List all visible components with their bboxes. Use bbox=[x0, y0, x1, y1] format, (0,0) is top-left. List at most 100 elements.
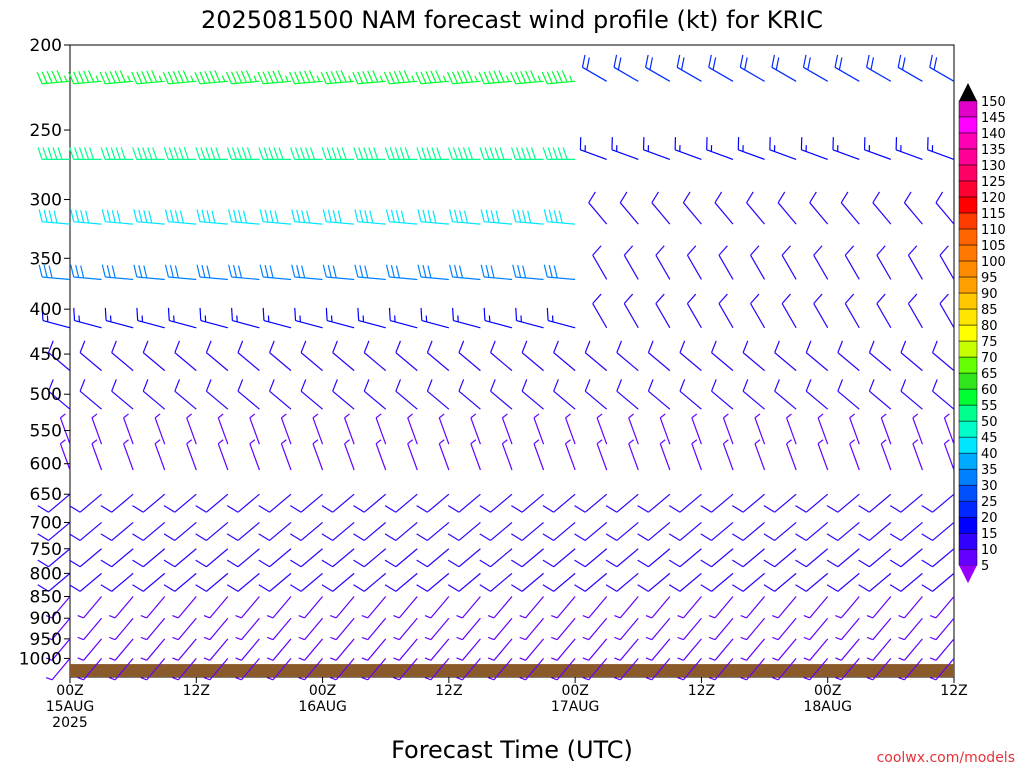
barb-shaft bbox=[521, 572, 544, 592]
barb-flag bbox=[592, 293, 602, 304]
barb-shaft bbox=[655, 254, 671, 280]
barb-shaft bbox=[588, 596, 608, 619]
barb-shaft bbox=[714, 202, 734, 225]
wind-barb bbox=[361, 617, 387, 641]
barb-flag bbox=[236, 147, 242, 160]
barb-flag bbox=[872, 191, 880, 203]
x-tick-label: 12Z bbox=[435, 683, 462, 699]
barb-shaft bbox=[493, 658, 513, 681]
colorbar-label: 65 bbox=[981, 367, 998, 382]
wind-barb bbox=[140, 638, 166, 661]
wind-barb bbox=[322, 264, 355, 281]
barb-half-flag bbox=[645, 657, 653, 661]
barb-flag bbox=[453, 209, 459, 223]
barb-flag bbox=[451, 71, 459, 84]
wind-barb bbox=[164, 209, 197, 225]
barb-shaft bbox=[840, 596, 860, 619]
wind-barb bbox=[510, 70, 544, 85]
barb-flag bbox=[325, 307, 328, 321]
barb-flag bbox=[498, 70, 505, 83]
barb-flag bbox=[362, 71, 369, 84]
wind-barb bbox=[298, 638, 324, 661]
wind-barb bbox=[546, 307, 576, 329]
barb-flag bbox=[246, 147, 252, 160]
barb-shaft bbox=[584, 522, 608, 541]
wind-barb bbox=[682, 191, 702, 225]
barb-shaft bbox=[588, 638, 608, 661]
wind-barb bbox=[385, 264, 418, 281]
barb-flag bbox=[447, 147, 453, 160]
colorbar-label: 60 bbox=[981, 383, 998, 398]
barb-flag bbox=[228, 264, 233, 278]
barb-shaft bbox=[943, 417, 955, 445]
barb-flag bbox=[225, 71, 233, 85]
colorbar-swatch bbox=[958, 292, 978, 310]
barb-flag bbox=[795, 505, 807, 513]
wind-barb bbox=[330, 596, 355, 619]
wind-barb bbox=[907, 245, 923, 280]
wind-barb bbox=[438, 413, 450, 445]
barb-half-flag bbox=[63, 75, 68, 82]
wind-barb bbox=[900, 340, 923, 372]
barb-half-flag bbox=[60, 439, 66, 445]
barb-half-flag bbox=[487, 657, 495, 661]
barb-flag bbox=[132, 505, 144, 513]
colorbar-label: 130 bbox=[981, 159, 1006, 174]
barb-shaft bbox=[679, 572, 702, 592]
barb-shaft bbox=[746, 596, 766, 619]
barb-half-flag bbox=[158, 75, 163, 82]
barb-flag bbox=[541, 71, 548, 85]
wind-barb bbox=[174, 340, 197, 372]
barb-flag bbox=[795, 559, 807, 568]
barb-flag bbox=[337, 210, 342, 224]
barb-flag bbox=[495, 210, 500, 224]
barb-half-flag bbox=[691, 413, 698, 419]
barb-shaft bbox=[556, 617, 576, 641]
barb-flag bbox=[416, 147, 422, 160]
wind-barb bbox=[708, 54, 734, 82]
wind-barb bbox=[781, 293, 797, 329]
barb-flag bbox=[278, 147, 284, 160]
wind-barb bbox=[361, 658, 387, 681]
barb-flag bbox=[84, 147, 90, 160]
wind-barb bbox=[330, 658, 355, 681]
wind-barb bbox=[800, 137, 828, 160]
barb-flag bbox=[169, 209, 174, 223]
wind-barb bbox=[774, 340, 797, 372]
wind-barb bbox=[163, 493, 197, 513]
barb-flag bbox=[526, 147, 532, 160]
barb-shaft bbox=[774, 548, 797, 568]
barb-shaft bbox=[525, 638, 545, 661]
barb-shaft bbox=[903, 658, 923, 681]
barb-shaft bbox=[209, 596, 229, 619]
barb-half-flag bbox=[551, 676, 558, 681]
barb-flag bbox=[649, 57, 654, 70]
wind-barb bbox=[91, 413, 103, 445]
wind-barb bbox=[104, 307, 134, 329]
barb-shaft bbox=[809, 617, 829, 641]
barb-half-flag bbox=[442, 75, 447, 82]
barb-shaft bbox=[521, 548, 544, 568]
barb-flag bbox=[574, 505, 586, 513]
barb-shaft bbox=[900, 572, 923, 592]
barb-flag bbox=[100, 533, 113, 541]
barb-shaft bbox=[746, 202, 766, 225]
barb-flag bbox=[461, 70, 469, 83]
barb-shaft bbox=[619, 202, 639, 225]
barb-flag bbox=[479, 559, 491, 568]
wind-barb bbox=[929, 638, 955, 661]
wind-barb bbox=[774, 379, 797, 410]
colorbar-swatch bbox=[958, 420, 978, 438]
barb-shaft bbox=[280, 443, 292, 471]
wind-barb bbox=[592, 245, 608, 280]
barb-flag bbox=[525, 70, 532, 83]
barb-flag bbox=[574, 533, 586, 541]
barb-flag bbox=[427, 210, 432, 223]
barb-flag bbox=[876, 293, 886, 304]
barb-flag bbox=[168, 147, 174, 160]
wind-barb bbox=[708, 638, 734, 661]
barb-half-flag bbox=[235, 676, 242, 681]
barb-half-flag bbox=[628, 439, 635, 445]
barb-flag bbox=[647, 340, 654, 353]
barb-flag bbox=[552, 147, 558, 160]
